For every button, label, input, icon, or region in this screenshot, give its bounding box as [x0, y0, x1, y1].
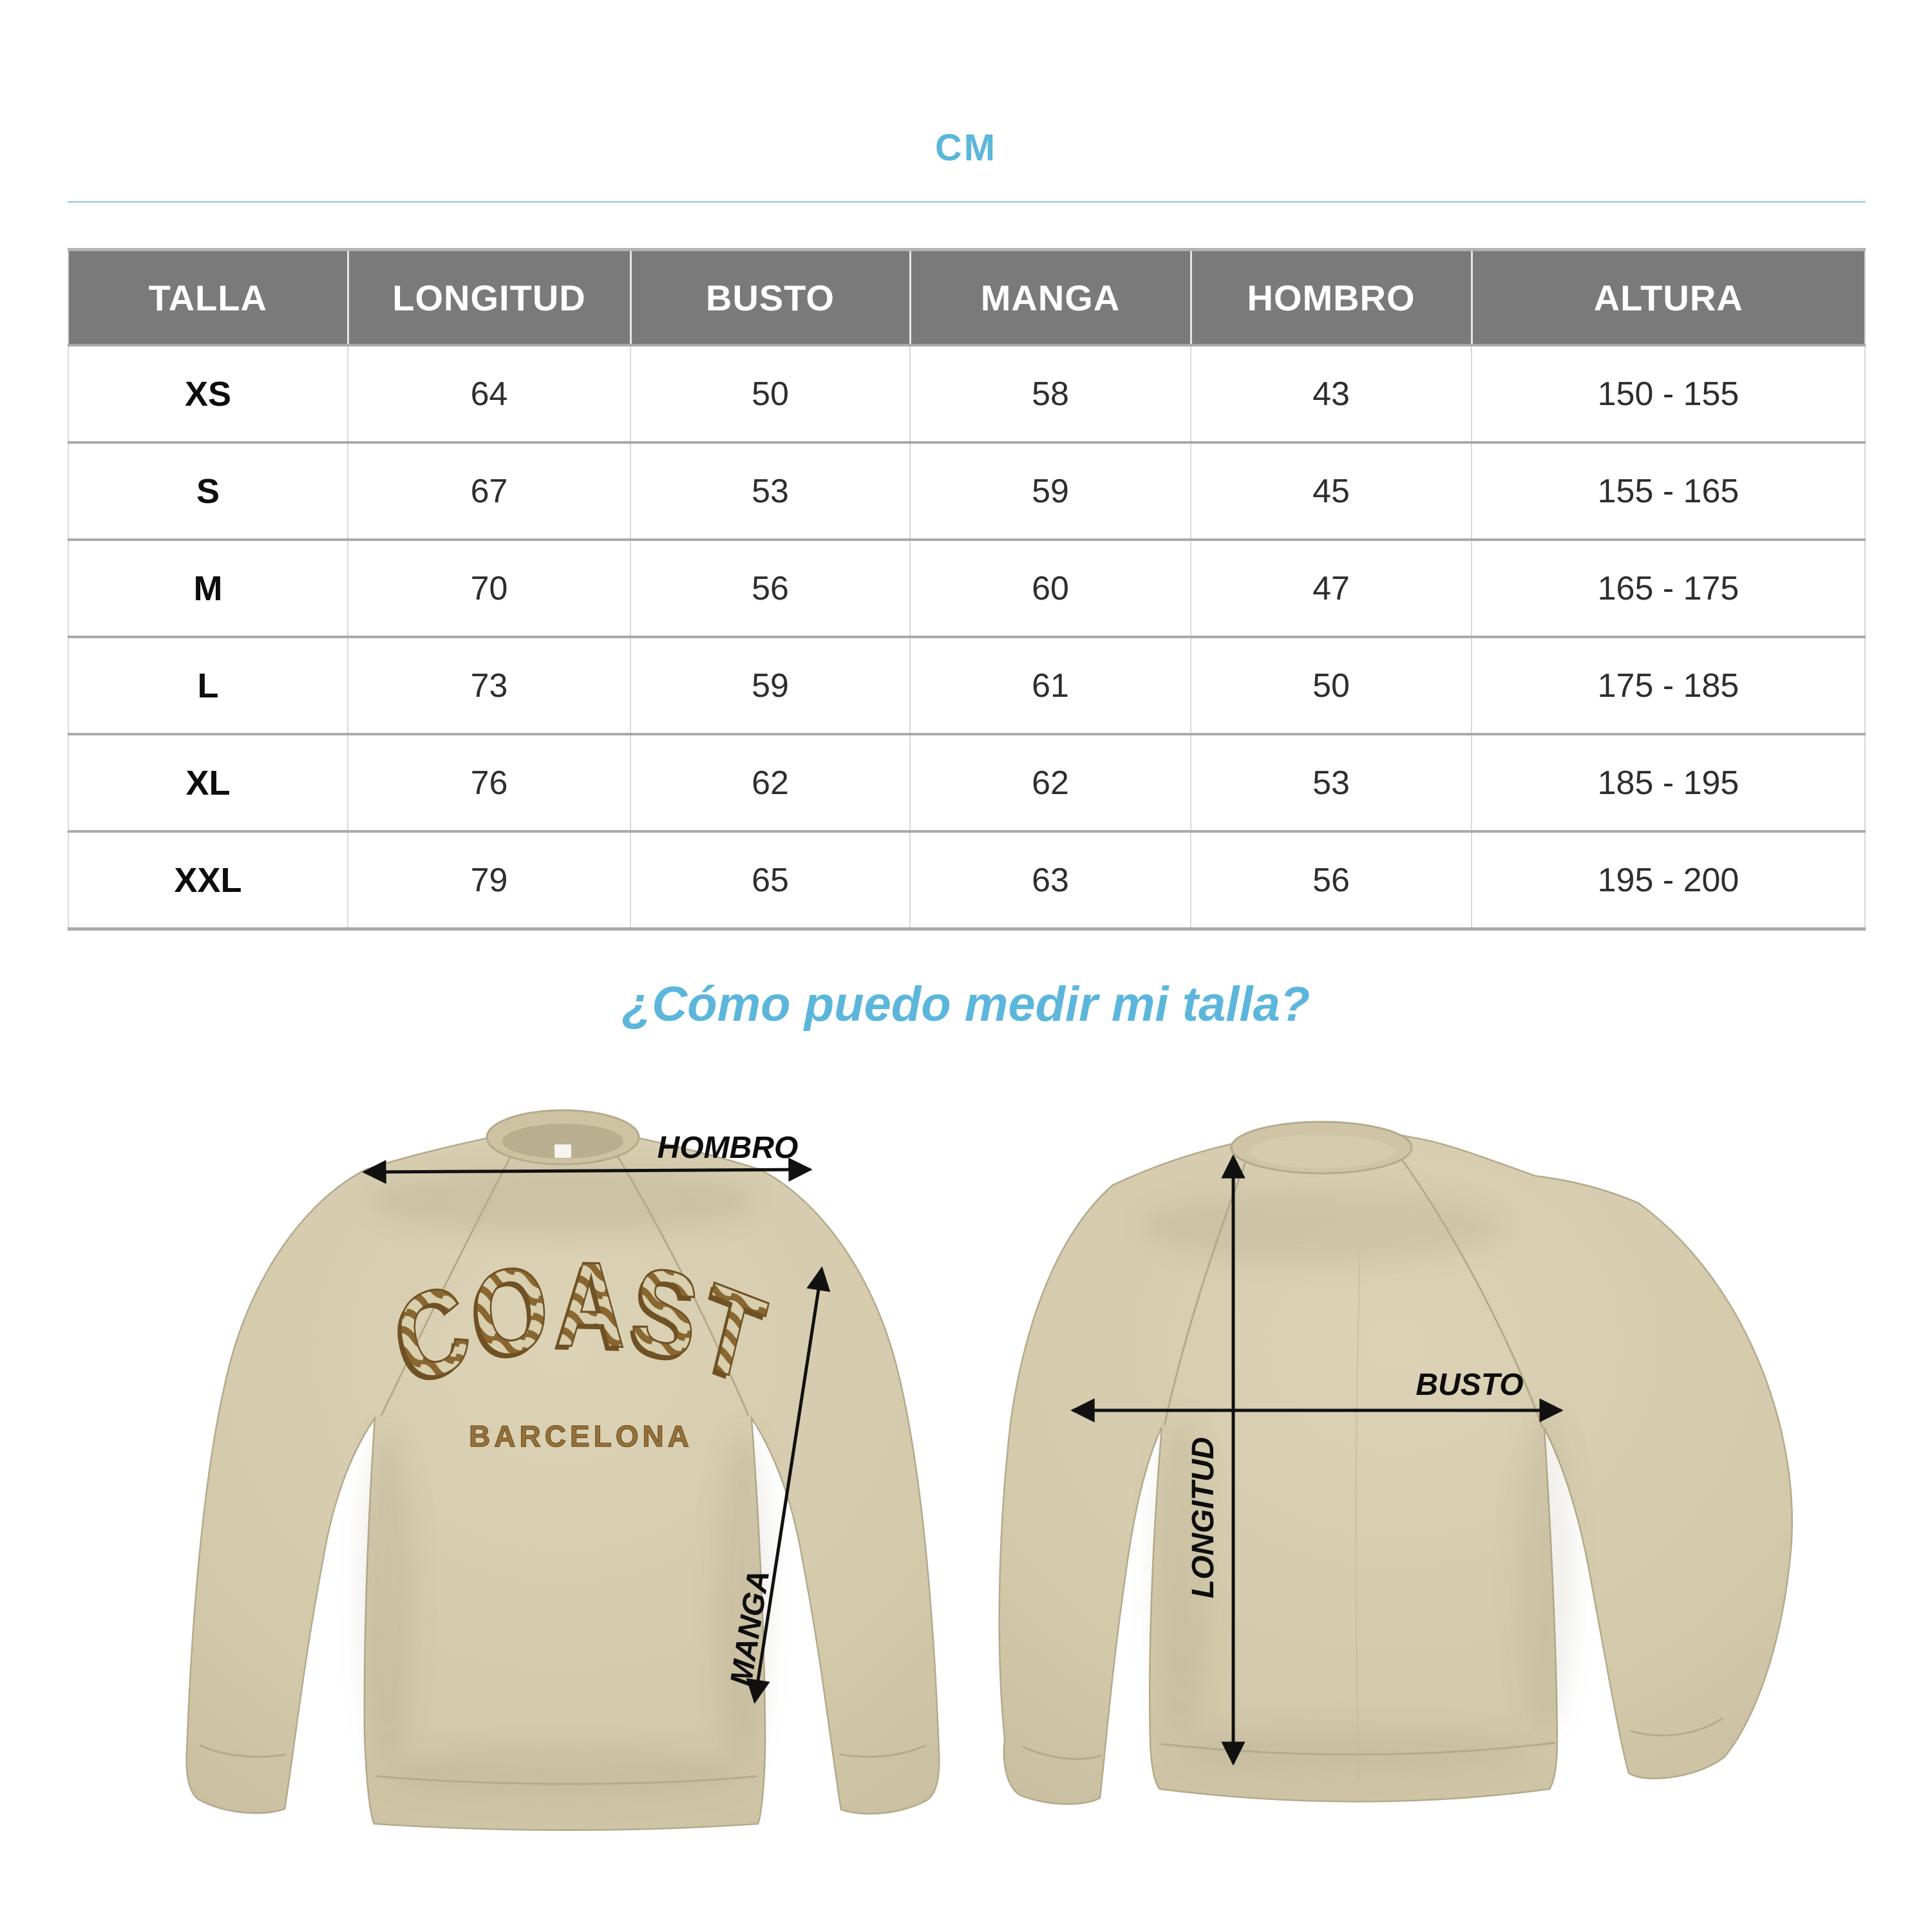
raglan-seam-right: [612, 1148, 750, 1416]
divider-line: [68, 201, 1866, 203]
sweatshirt-front-diagram: COAST COAST BARCELONA HOMBRO MANGA: [185, 1109, 940, 1831]
collar-tag: [554, 1144, 571, 1158]
fabric-shading: [361, 1168, 770, 1801]
column-header-busto: BUSTO: [629, 248, 910, 345]
table-cell: 53: [630, 441, 910, 540]
table-cell: 59: [630, 636, 910, 734]
table-cell: 61: [909, 636, 1191, 734]
table-cell: 64: [347, 344, 630, 442]
column-header-altura: ALTURA: [1470, 248, 1865, 345]
table-cell: 60: [909, 538, 1191, 637]
front-sweatshirt-drawing: COAST COAST BARCELONA HOMBRO MANGA: [185, 1109, 940, 1831]
table-cell: 150 - 155: [1471, 344, 1865, 442]
size-cell: S: [68, 441, 348, 540]
table-cell: 45: [1190, 441, 1472, 540]
table-cell: 56: [1190, 830, 1472, 929]
size-cell: XS: [68, 344, 348, 442]
table-cell: 70: [347, 538, 630, 637]
column-header-hombro: HOMBRO: [1189, 248, 1472, 345]
front-print: COAST COAST: [380, 1235, 777, 1415]
table-cell: 50: [630, 344, 910, 442]
raglan-seam-right: [1395, 1151, 1544, 1429]
table-cell: 195 - 200: [1471, 830, 1865, 929]
table-cell: 67: [347, 441, 630, 540]
table-cell: 165 - 175: [1471, 538, 1865, 637]
column-header-longitud: LONGITUD: [346, 248, 630, 345]
table-cell: 79: [347, 830, 630, 929]
size-cell: M: [68, 538, 348, 637]
table-cell: 73: [347, 636, 630, 734]
table-row: XS 64 50 58 43 150 - 155: [68, 344, 1865, 442]
back-crease: [1355, 1249, 1361, 1781]
raglan-seam-left: [380, 1150, 515, 1416]
cuff-seam-right: [839, 1744, 927, 1758]
collar-inside: [502, 1124, 623, 1159]
back-sweatshirt-drawing: LONGITUD BUSTO: [998, 1121, 1793, 1805]
table-cell: 175 - 185: [1471, 636, 1865, 734]
size-cell: XL: [68, 733, 348, 831]
cuff-seam-left: [1022, 1745, 1102, 1760]
table-cell: 155 - 165: [1471, 441, 1865, 540]
hem-seam: [375, 1775, 758, 1785]
column-header-manga: MANGA: [909, 248, 1191, 345]
length-label: LONGITUD: [1186, 1437, 1220, 1598]
table-cell: 53: [1190, 733, 1472, 831]
table-row: M 70 56 60 47 165 - 175: [68, 538, 1865, 637]
table-cell: 63: [909, 830, 1191, 929]
sweatshirt-back-diagram: LONGITUD BUSTO: [998, 1121, 1793, 1805]
table-cell: 62: [909, 733, 1191, 831]
table-cell: 56: [630, 538, 910, 637]
table-cell: 185 - 195: [1471, 733, 1865, 831]
size-cell: XXL: [68, 830, 348, 929]
column-header-talla: TALLA: [68, 248, 348, 345]
brand-city-print: BARCELONA: [469, 1419, 693, 1453]
table-cell: 58: [909, 344, 1191, 442]
table-row: XXL 79 65 63 56 195 - 200: [68, 830, 1865, 929]
units-title: CM: [934, 127, 998, 169]
shoulder-label: HOMBRO: [658, 1131, 799, 1165]
table-row: L 73 59 61 50 175 - 185: [68, 636, 1865, 734]
collar-inside: [1249, 1135, 1394, 1168]
table-row: S 67 53 59 45 155 - 165: [68, 441, 1865, 540]
size-table: TALLA LONGITUD BUSTO MANGA HOMBRO ALTURA…: [68, 248, 1866, 931]
table-header-row: TALLA LONGITUD BUSTO MANGA HOMBRO ALTURA: [68, 248, 1865, 345]
sleeve-arrow: [746, 1266, 831, 1704]
table-cell: 43: [1190, 344, 1472, 442]
table-row: XL 76 62 62 53 185 - 195: [68, 733, 1865, 831]
table-cell: 59: [909, 441, 1191, 540]
table-cell: 76: [347, 733, 630, 831]
cuff-seam-left: [199, 1744, 287, 1758]
chest-label: BUSTO: [1416, 1368, 1523, 1402]
table-cell: 65: [630, 830, 910, 929]
cuff-seam-right: [1630, 1717, 1723, 1737]
table-cell: 47: [1190, 538, 1472, 637]
table-cell: 50: [1190, 636, 1472, 734]
hem-seam: [1160, 1741, 1556, 1756]
measure-question-title: ¿Cómo puedo medir mi talla?: [621, 977, 1311, 1032]
shoulder-arrow: [362, 1157, 813, 1184]
size-cell: L: [68, 636, 348, 734]
table-cell: 62: [630, 733, 910, 831]
